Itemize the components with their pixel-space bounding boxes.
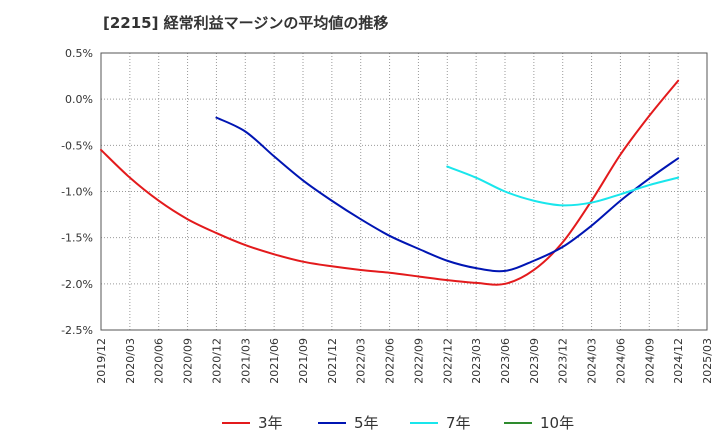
y-tick-label: 0.0% <box>65 93 93 106</box>
legend-item: 10年 <box>504 412 574 433</box>
x-tick-label: 2019/12 <box>95 338 108 384</box>
x-tick-label: 2020/03 <box>124 338 137 384</box>
y-tick-label: 0.5% <box>65 47 93 60</box>
series-line-3 <box>446 165 680 207</box>
x-tick-label: 2022/09 <box>412 338 425 384</box>
x-tick-label: 2022/03 <box>355 338 368 384</box>
y-tick-label: -2.5% <box>61 324 93 337</box>
x-tick-label: 2021/12 <box>326 338 339 384</box>
x-tick-label: 2024/03 <box>586 338 599 384</box>
x-tick-label: 2021/09 <box>297 338 310 384</box>
legend-label: 5年 <box>354 414 379 432</box>
x-tick-label: 2023/03 <box>470 338 483 384</box>
legend-label: 10年 <box>540 414 575 432</box>
x-tick-label: 2021/06 <box>268 338 281 384</box>
x-tick-label: 2023/09 <box>528 338 541 384</box>
x-tick-label: 2020/09 <box>182 338 195 384</box>
x-tick-label: 2024/09 <box>643 338 656 384</box>
x-tick-label: 2022/12 <box>441 338 454 384</box>
y-tick-label: -1.5% <box>61 232 93 245</box>
x-tick-label: 2024/12 <box>672 338 685 384</box>
series-line-1 <box>100 79 680 286</box>
x-tick-label: 2020/06 <box>153 338 166 384</box>
x-tick-label: 2020/12 <box>210 338 223 384</box>
y-tick-label: -0.5% <box>61 139 93 152</box>
y-tick-label: -2.0% <box>61 278 93 291</box>
chart-title: [2215] 経常利益マージンの平均値の推移 <box>103 14 389 32</box>
legend-item: 3年 <box>222 412 283 433</box>
legend-swatch <box>222 421 250 424</box>
legend-item: 7年 <box>410 412 471 433</box>
legend-swatch <box>318 421 346 424</box>
legend-label: 3年 <box>258 414 283 432</box>
series-line-2 <box>215 116 680 273</box>
x-tick-label: 2024/06 <box>614 338 627 384</box>
x-tick-label: 2025/03 <box>701 338 714 384</box>
x-tick-label: 2023/12 <box>557 338 570 384</box>
legend-swatch <box>410 421 438 424</box>
legend-swatch <box>504 421 532 424</box>
x-tick-label: 2023/06 <box>499 338 512 384</box>
y-tick-label: -1.0% <box>61 186 93 199</box>
plot-border <box>100 52 708 331</box>
x-tick-label: 2021/03 <box>239 338 252 384</box>
legend-item: 5年 <box>318 412 379 433</box>
legend-label: 7年 <box>446 414 471 432</box>
x-tick-label: 2022/06 <box>384 338 397 384</box>
